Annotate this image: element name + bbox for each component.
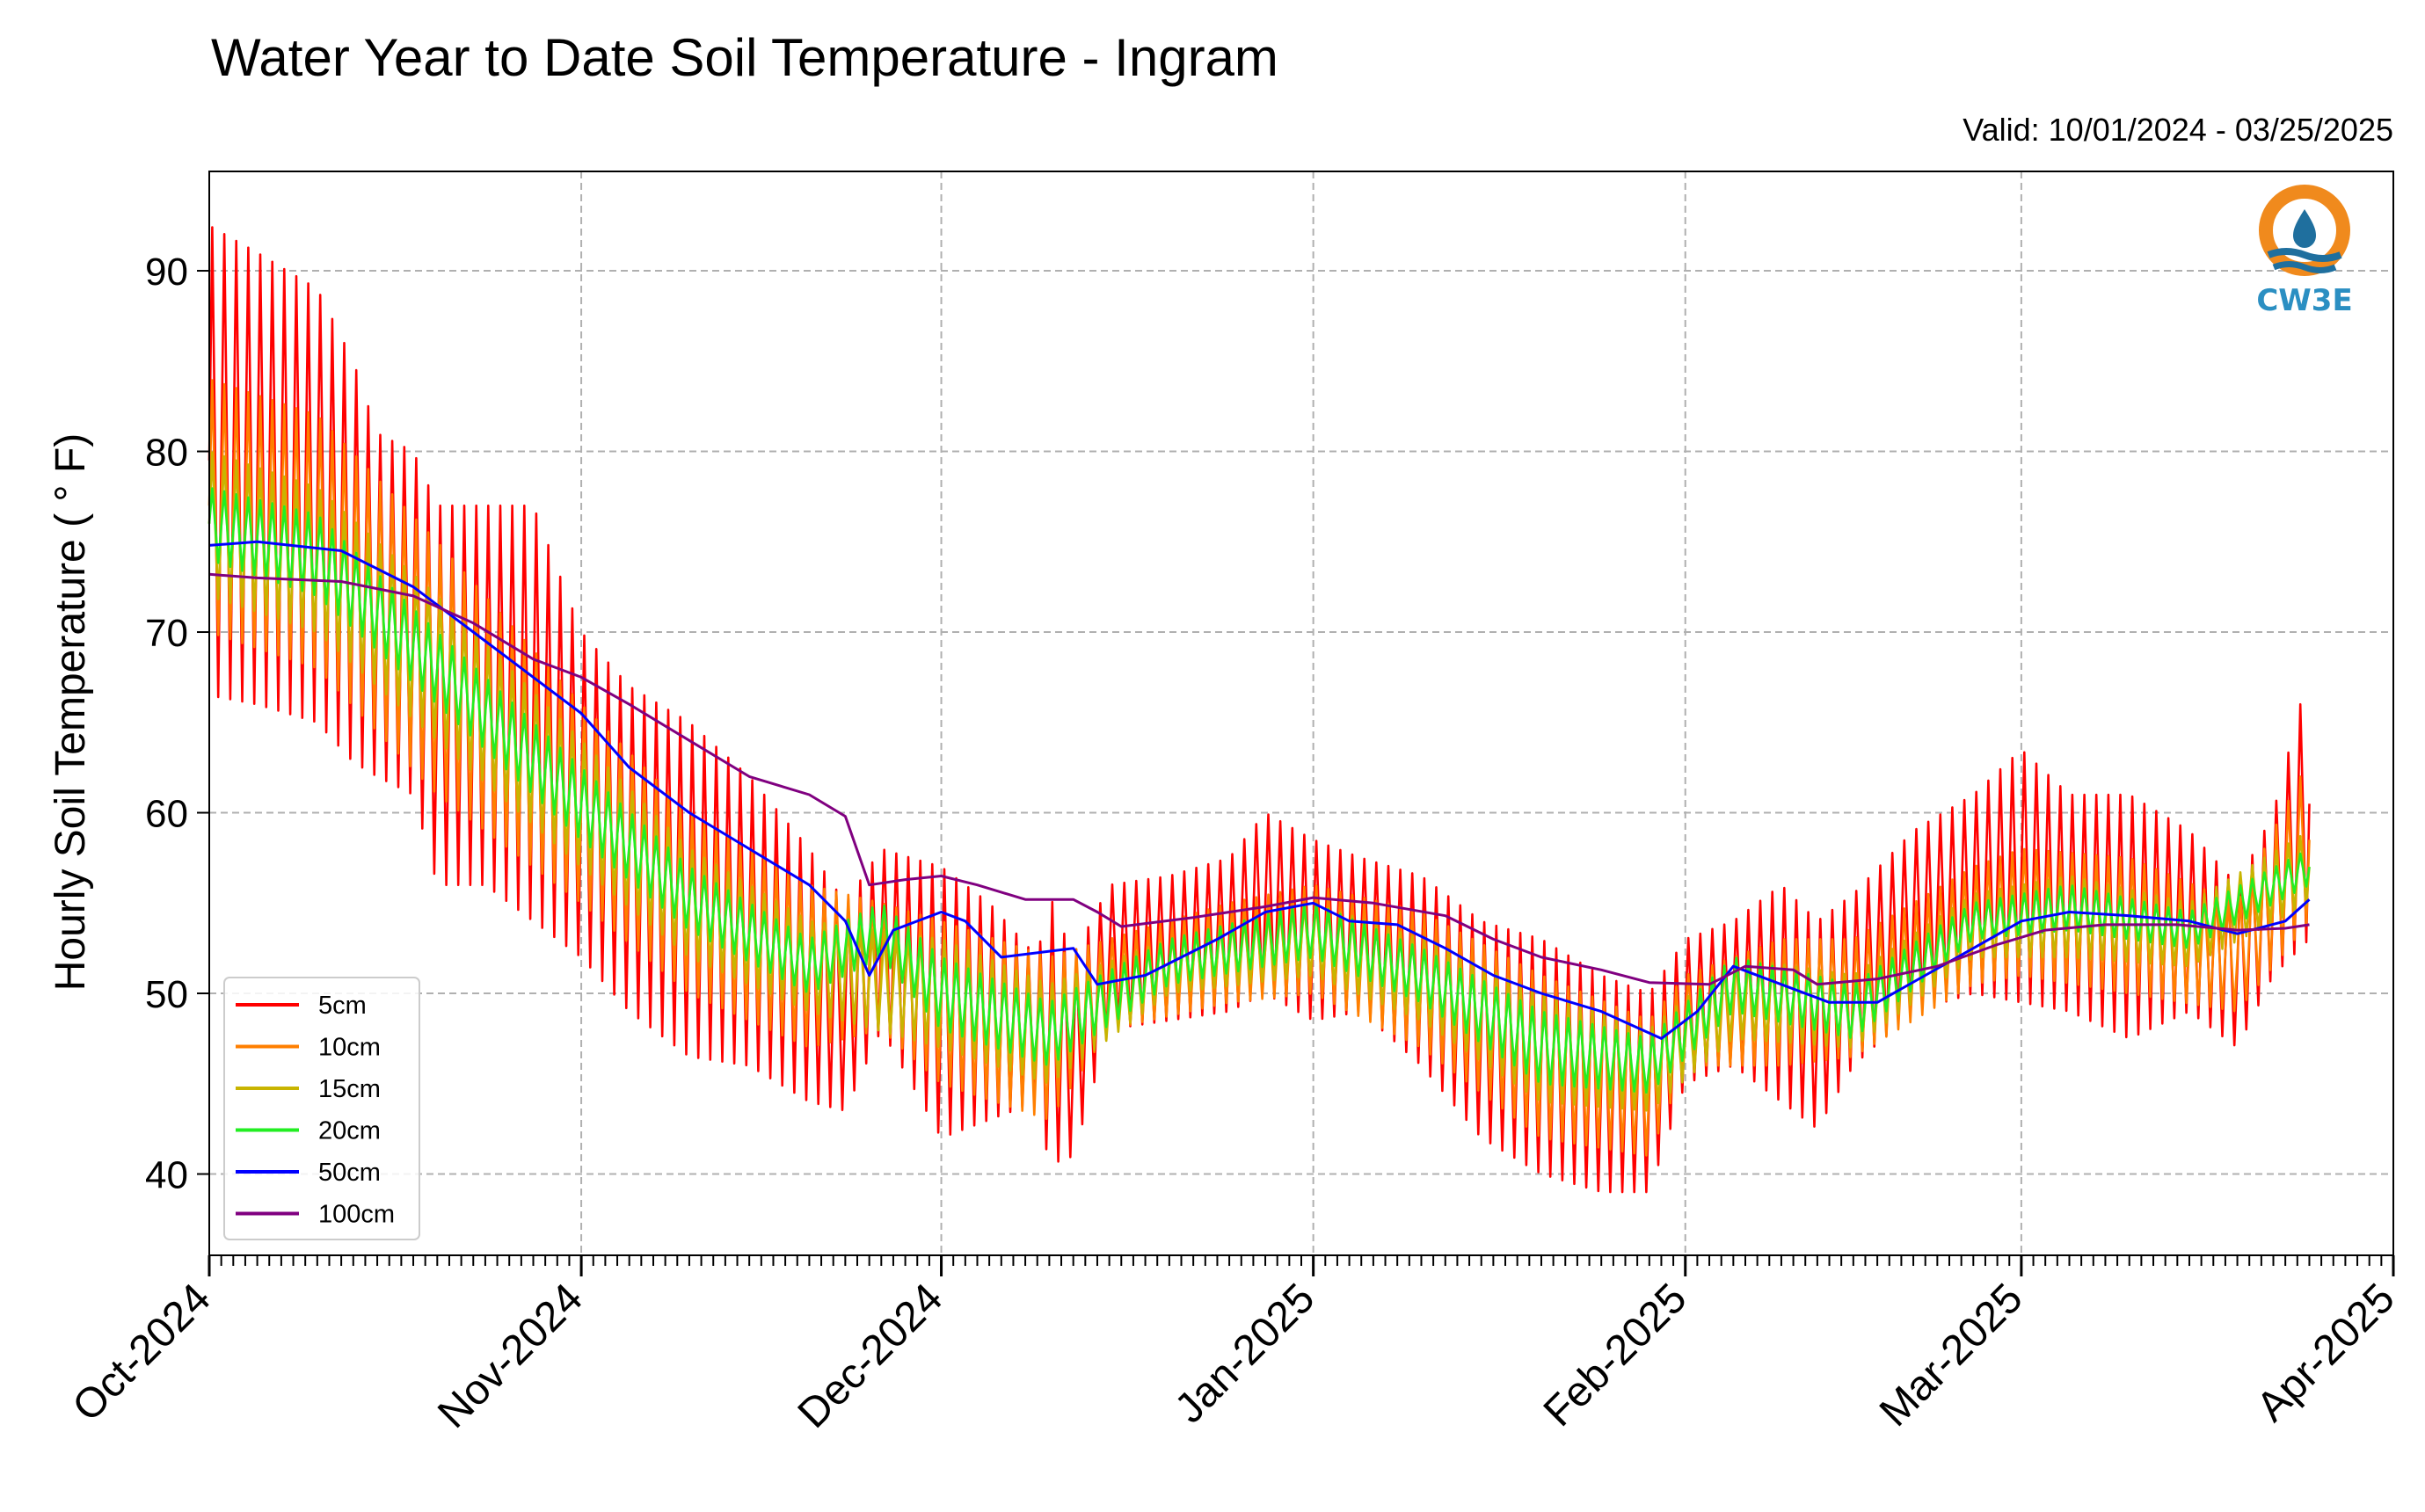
legend-label-100cm: 100cm — [318, 1201, 395, 1229]
logo-wave-2 — [2272, 261, 2337, 273]
legend-label-20cm: 20cm — [318, 1117, 381, 1145]
plot-area — [208, 226, 2311, 1194]
y-tick-label: 70 — [145, 612, 188, 655]
legend: 5cm 10cm 15cm 20cm 50cm 100cm — [223, 977, 420, 1240]
y-tick-label: 60 — [145, 793, 188, 836]
legend-label-50cm: 50cm — [318, 1159, 381, 1187]
legend-label-10cm: 10cm — [318, 1034, 381, 1062]
series-line-100cm — [208, 572, 2310, 986]
y-tick-label: 50 — [145, 973, 188, 1016]
legend-label-5cm: 5cm — [318, 992, 367, 1020]
logo-water-icon — [2293, 209, 2316, 248]
y-tick-label: 40 — [145, 1154, 188, 1197]
legend-frame — [223, 977, 420, 1240]
cw3e-logo: CW3E — [2256, 185, 2353, 318]
chart-title: Water Year to Date Soil Temperature - In… — [211, 28, 1278, 87]
y-tick-label: 80 — [145, 432, 188, 475]
series-line-20cm — [208, 487, 2311, 1094]
logo-text: CW3E — [2256, 283, 2352, 318]
y-tick-label: 90 — [145, 251, 188, 294]
series-line-50cm — [208, 540, 2311, 1040]
y-axis-label: Hourly Soil Temperature ( ° F) — [47, 433, 94, 992]
chart-subtitle: Valid: 10/01/2024 - 03/25/2025 — [1963, 112, 2393, 148]
logo-wave-1 — [2267, 248, 2342, 262]
legend-label-15cm: 15cm — [318, 1075, 381, 1103]
